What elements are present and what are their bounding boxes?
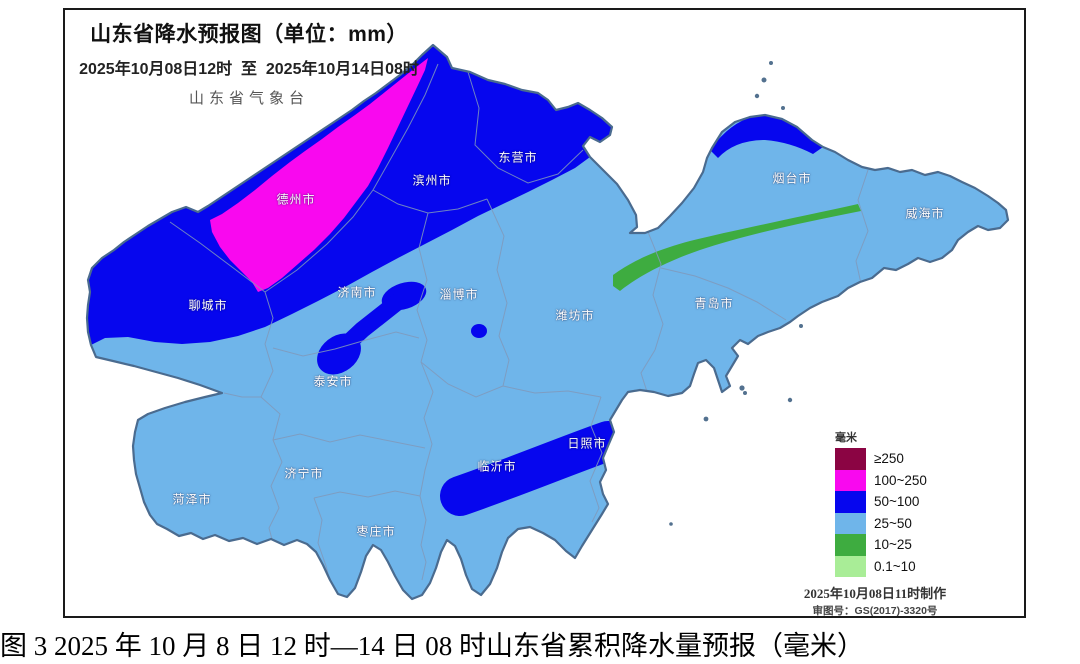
city-label: 德州市 xyxy=(276,192,316,207)
legend-made-note: 2025年10月08日11时制作 xyxy=(803,586,947,601)
city-label: 临沂市 xyxy=(477,459,517,474)
city-label: 菏泽市 xyxy=(172,492,212,507)
city-label: 滨州市 xyxy=(412,173,452,188)
legend-entry: ≥250 xyxy=(835,448,1025,470)
city-label: 烟台市 xyxy=(772,171,812,186)
city-borders xyxy=(169,63,869,586)
legend: 毫米 ≥250 100~250 50~100 25~50 10~25 0.1~10 202… xyxy=(804,429,1025,618)
islands xyxy=(669,61,803,526)
city-label: 泰安市 xyxy=(313,374,353,389)
city-label: 青岛市 xyxy=(694,296,734,311)
shandong-map xyxy=(85,43,1010,601)
forecast-period: 2025年10月08日12时 至 2025年10月14日08时 xyxy=(79,61,419,78)
legend-swatch xyxy=(835,534,866,556)
legend-range-label: 50~100 xyxy=(874,494,920,510)
legend-entry: 10~25 xyxy=(835,534,1025,556)
city-label: 济南市 xyxy=(337,285,377,300)
city-label: 日照市 xyxy=(567,436,607,451)
legend-swatch xyxy=(835,448,866,470)
legend-license-note: 审图号：GS(2017)-3320号 xyxy=(812,605,938,617)
legend-entry: 50~100 xyxy=(835,491,1025,513)
legend-entries: ≥250 100~250 50~100 25~50 10~25 0.1~10 xyxy=(835,448,1025,577)
map-title: 山东省降水预报图（单位：mm） xyxy=(90,23,408,46)
legend-range-label: 25~50 xyxy=(874,515,912,531)
legend-range-label: 10~25 xyxy=(874,537,912,553)
city-label: 淄博市 xyxy=(439,287,479,302)
rain-band-10-25-central xyxy=(613,204,861,291)
legend-entry: 100~250 xyxy=(835,469,1025,491)
legend-range-label: 0.1~10 xyxy=(874,558,916,574)
province-outline xyxy=(85,43,1010,601)
legend-entry: 25~50 xyxy=(835,512,1025,534)
legend-swatch xyxy=(835,469,866,491)
legend-entry: 0.1~10 xyxy=(835,555,1025,577)
rain-blob-50-100-jinan-taian xyxy=(317,281,427,375)
city-label: 东营市 xyxy=(498,150,538,165)
legend-swatch xyxy=(835,555,866,577)
city-label: 枣庄市 xyxy=(356,524,396,539)
city-label: 济宁市 xyxy=(284,466,324,481)
city-label: 威海市 xyxy=(905,206,945,221)
title-block: 山东省降水预报图（单位：mm） 2025年10月08日12时 至 2025年10… xyxy=(73,18,425,108)
map-frame: 德州市 滨州市 东营市烟台市威海市聊城市 济南市 淄博市潍坊市 青岛市泰安市菏泽市 济宁市枣… xyxy=(63,8,1026,618)
legend-range-label: ≥250 xyxy=(874,451,904,467)
legend-unit-label: 毫米 xyxy=(835,432,857,444)
legend-range-label: 100~250 xyxy=(874,472,927,488)
legend-swatch xyxy=(835,491,866,513)
figure-caption: 图 3 2025 年 10 月 8 日 12 时—14 日 08 时山东省累积降… xyxy=(0,631,864,661)
city-label: 聊城市 xyxy=(188,298,228,313)
rain-area-100-250-dezhou xyxy=(210,58,428,292)
rain-spot-50-100-zibo xyxy=(471,324,487,338)
agency-name: 山东省气象台 xyxy=(188,91,309,107)
city-label: 潍坊市 xyxy=(555,308,595,323)
legend-swatch xyxy=(835,512,866,534)
